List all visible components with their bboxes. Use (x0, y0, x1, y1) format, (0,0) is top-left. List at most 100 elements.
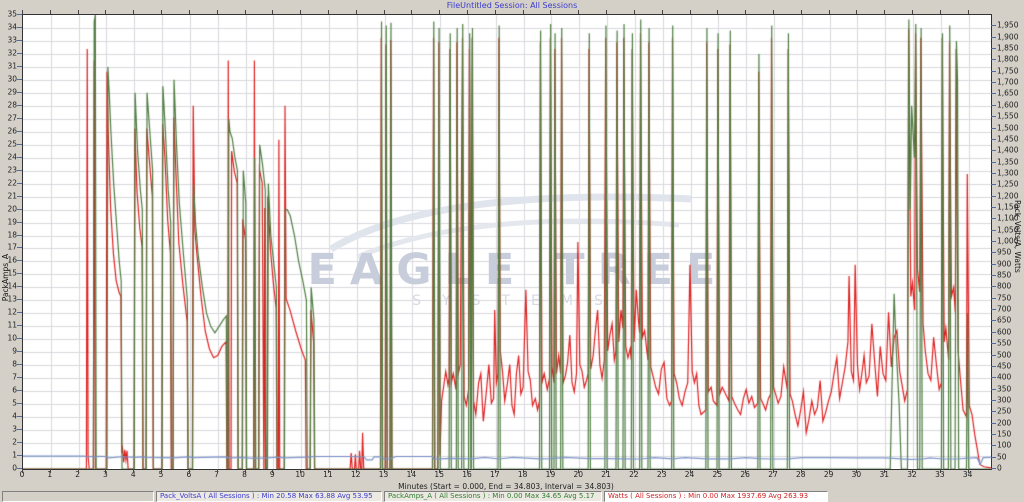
right-tick-label: 1,350 (997, 157, 1019, 167)
x-tick-label: 31 (879, 470, 889, 479)
left-tick-label: 27 (7, 113, 17, 123)
legend-panel-amps: PackAmps_A ( All Sessions ) : Min 0.00 M… (384, 491, 602, 502)
left-tick-label: 4 (12, 411, 17, 421)
x-tick-label: 17 (490, 470, 500, 479)
x-tick-label: 3 (103, 470, 108, 479)
right-tick-label: 850 (997, 270, 1012, 280)
left-tick-label: 12 (7, 307, 17, 317)
left-tick-label: 21 (7, 191, 17, 201)
right-tick-label: 700 (997, 304, 1012, 314)
x-tick-label: 13 (378, 470, 389, 479)
left-tick-label: 1 (12, 450, 17, 460)
x-tick-label: 15 (434, 470, 444, 479)
x-tick-label: 27 (768, 470, 778, 479)
x-tick-label: 22 (629, 470, 639, 479)
right-tick-label: 1,750 (997, 66, 1019, 76)
right-tick-label: 1,950 (997, 20, 1019, 30)
left-tick-label: 10 (7, 333, 17, 343)
x-tick-label: 12 (350, 470, 361, 479)
x-tick-label: 25 (712, 470, 723, 479)
x-tick-label: 34 (962, 470, 973, 479)
right-tick-label: 1,400 (997, 145, 1019, 155)
right-tick-label: 1,900 (997, 32, 1019, 42)
right-tick-label: 250 (997, 406, 1012, 416)
left-tick-label: 0 (12, 463, 17, 473)
x-tick-label: 9 (269, 470, 275, 479)
left-tick-label: 19 (7, 217, 17, 227)
x-tick-label: 32 (907, 470, 917, 479)
x-tick-label: 1 (47, 470, 53, 479)
right-tick-label: 900 (997, 259, 1012, 269)
left-tick-label: 25 (7, 139, 17, 149)
left-tick-label: 29 (7, 87, 17, 97)
right-tick-label: 1,450 (997, 134, 1019, 144)
right-tick-label: 1,800 (997, 54, 1019, 64)
left-tick-label: 34 (7, 22, 17, 32)
left-tick-label: 17 (7, 242, 17, 252)
right-tick-label: 0 (997, 463, 1002, 473)
right-tick-label: 1,850 (997, 43, 1019, 53)
x-axis-title: Minutes (Start = 0.000, End = 34.803, In… (398, 482, 614, 491)
right-tick-label: 1,250 (997, 179, 1019, 189)
x-tick-label: 2 (75, 470, 81, 479)
right-tick-label: 600 (997, 327, 1012, 337)
x-tick-label: 5 (158, 470, 164, 479)
right-tick-label: 800 (997, 281, 1012, 291)
right-tick-label: 500 (997, 350, 1012, 359)
right-tick-label: 650 (997, 315, 1012, 325)
x-tick-label: 20 (573, 470, 584, 479)
x-tick-label: 33 (935, 470, 945, 479)
left-tick-label: 2 (12, 437, 17, 447)
x-tick-label: 19 (545, 470, 556, 479)
right-axis-title: Pack_Volts/A, Watts (1013, 200, 1022, 273)
x-tick-label: 11 (323, 470, 333, 479)
status-bar: Pack_VoltsA ( All Sessions ) : Min 20.58… (0, 491, 1024, 502)
x-tick-label: 21 (601, 470, 611, 479)
x-tick-label: 28 (796, 470, 806, 479)
chart-traces[interactable] (23, 15, 991, 469)
right-tick-label: 50 (997, 452, 1007, 462)
x-tick-label: 6 (186, 470, 192, 479)
legend-panel-volts: Pack_VoltsA ( All Sessions ) : Min 20.58… (156, 491, 382, 502)
x-tick-label: 23 (656, 470, 667, 479)
left-tick-label: 20 (7, 204, 17, 214)
right-tick-label: 100 (997, 440, 1012, 450)
x-tick-label: 30 (851, 470, 862, 479)
x-tick-label: 7 (214, 470, 220, 479)
right-tick-label: 350 (997, 384, 1012, 394)
x-tick-label: 0 (19, 470, 25, 479)
x-tick-label: 14 (406, 470, 417, 479)
left-tick-label: 28 (7, 100, 17, 110)
right-tick-label: 1,300 (997, 168, 1019, 178)
right-tick-label: 1,600 (997, 100, 1019, 110)
left-tick-label: 24 (7, 152, 17, 162)
right-tick-label: 750 (997, 293, 1012, 303)
left-tick-label: 6 (12, 385, 17, 395)
x-tick-label: 29 (823, 470, 834, 479)
right-tick-label: 450 (997, 361, 1012, 371)
x-tick-label: 16 (462, 470, 472, 479)
left-tick-label: 22 (7, 178, 17, 188)
right-tick-label: 150 (997, 429, 1012, 439)
left-tick-label: 23 (7, 165, 17, 175)
left-tick-label: 32 (7, 48, 17, 58)
x-tick-label: 4 (130, 470, 136, 479)
left-tick-label: 8 (12, 359, 17, 369)
right-tick-label: 1,200 (997, 191, 1019, 201)
left-tick-label: 30 (7, 74, 17, 84)
right-tick-label: 200 (997, 418, 1012, 428)
left-tick-label: 7 (12, 372, 17, 382)
chart-plot-area: EAGLE TREE SYSTEMS (22, 14, 992, 470)
left-tick-label: 11 (7, 320, 17, 330)
left-tick-label: 35 (7, 9, 17, 19)
right-tick-label: 950 (997, 247, 1012, 257)
left-tick-label: 33 (7, 35, 17, 45)
right-tick-label: 400 (997, 372, 1012, 382)
status-bar-spacer (2, 491, 154, 502)
x-tick-label: 10 (295, 470, 305, 479)
left-tick-label: 5 (12, 398, 17, 408)
left-tick-label: 18 (7, 230, 17, 239)
right-tick-label: 1,700 (997, 77, 1019, 87)
x-tick-label: 24 (684, 470, 695, 479)
